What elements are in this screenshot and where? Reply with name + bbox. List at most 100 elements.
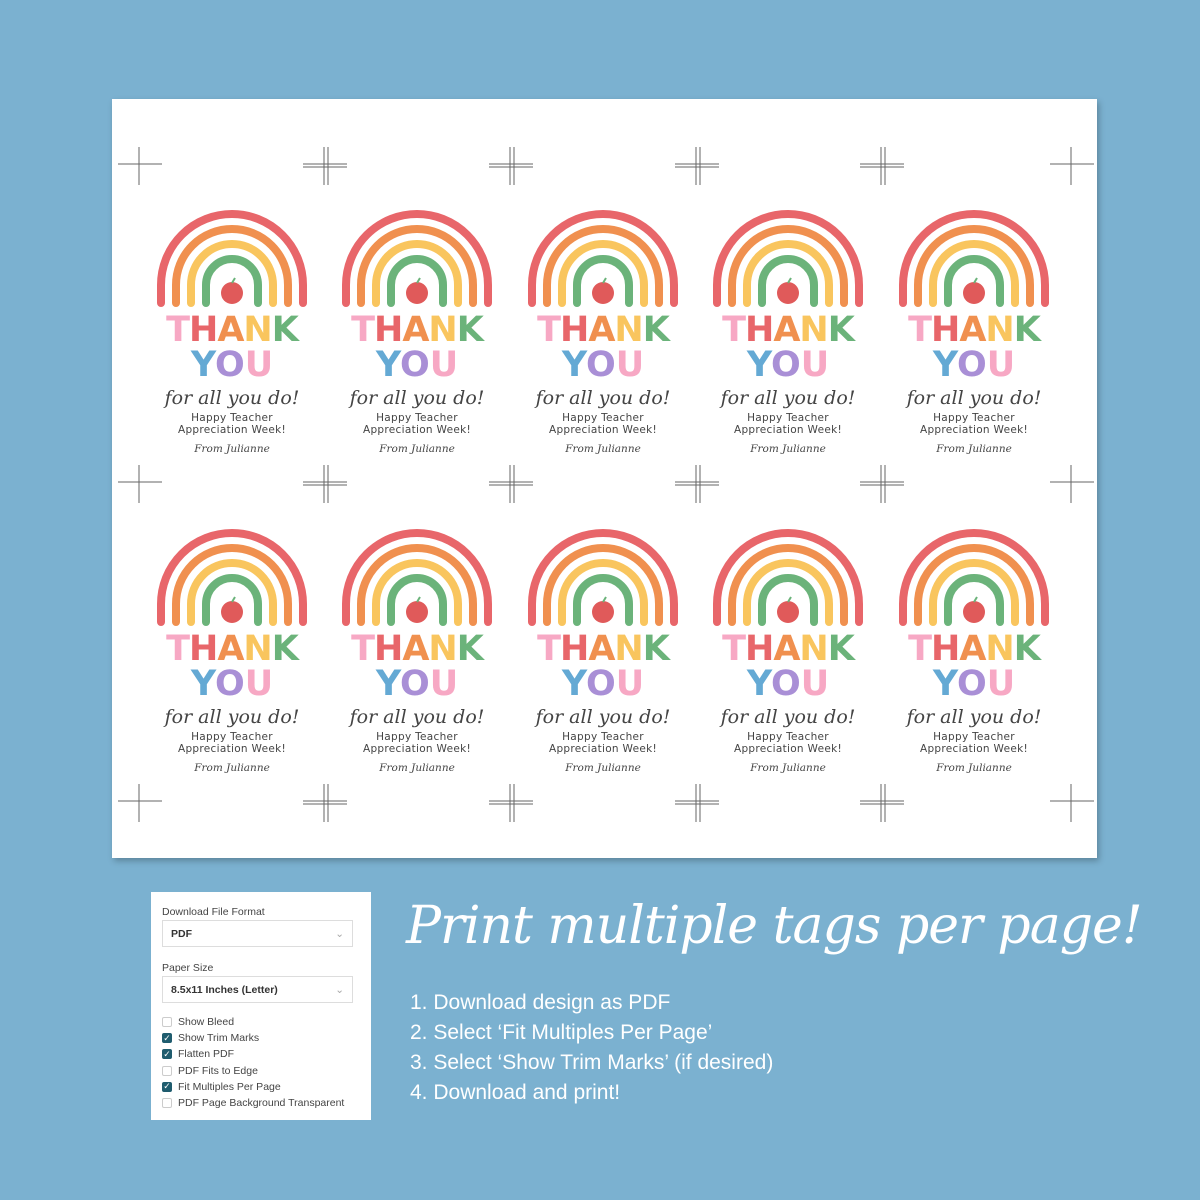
rainbow-arc	[528, 529, 678, 626]
paper-size-select[interactable]: 8.5x11 Inches (Letter) ⌄	[162, 976, 353, 1003]
you-letter: O	[956, 345, 987, 385]
thank-letter: T	[908, 310, 932, 350]
apple-leaf	[231, 277, 236, 284]
apple-icon	[592, 282, 614, 304]
tag-line3: Appreciation Week!	[548, 424, 657, 436]
checkbox-option[interactable]: PDF Fits to Edge	[162, 1064, 258, 1078]
checkbox-option[interactable]: Show Bleed	[162, 1015, 234, 1029]
thank-letter: N	[243, 629, 272, 669]
tag-rainbow	[157, 529, 307, 626]
rainbow-arc	[558, 559, 648, 626]
you-letter: U	[429, 345, 459, 385]
apple-icon	[221, 601, 243, 623]
you-word: YOU	[147, 667, 317, 702]
you-word: YOU	[518, 348, 688, 383]
tag-line2: Happy Teacher	[747, 731, 829, 743]
you-letter: U	[244, 664, 274, 704]
checkbox-option[interactable]: ✓ Fit Multiples Per Page	[162, 1080, 281, 1094]
thank-letter: A	[773, 629, 800, 669]
tag-line2: Happy Teacher	[191, 412, 273, 424]
thank-letter: H	[931, 310, 960, 350]
tag-line2: Happy Teacher	[562, 731, 644, 743]
format-select[interactable]: PDF ⌄	[162, 920, 353, 947]
rainbow-arc	[743, 240, 833, 307]
tag-rainbow	[342, 529, 492, 626]
rainbow-arc	[573, 255, 633, 307]
checkbox-option[interactable]: ✓ Flatten PDF	[162, 1047, 234, 1061]
rainbow-arc	[342, 529, 492, 626]
you-letter: O	[585, 664, 616, 704]
tag-text: THANK YOU for all you do! Happy Teacher Appr…	[332, 310, 502, 456]
thank-letter: H	[189, 629, 218, 669]
rainbow-arc	[914, 225, 1034, 307]
thank-letter: N	[799, 310, 828, 350]
tag-line3: Appreciation Week!	[919, 424, 1028, 436]
tag-rainbow	[528, 529, 678, 626]
tag-line1: for all you do!	[535, 706, 671, 728]
thank-letter: T	[351, 310, 375, 350]
tag-line3: Appreciation Week!	[177, 743, 286, 755]
checkbox-checked-icon[interactable]: ✓	[162, 1048, 172, 1060]
checkbox-empty-icon[interactable]	[162, 1065, 172, 1076]
rainbow-arc	[157, 529, 307, 626]
thank-word: THANK	[332, 632, 502, 667]
thank-letter: A	[217, 629, 244, 669]
apple-leaf	[602, 277, 607, 284]
tag-text: THANK YOU for all you do! Happy Teacher Appr…	[147, 629, 317, 775]
rainbow-arc	[728, 225, 848, 307]
thank-letter: H	[374, 629, 403, 669]
thank-letter: A	[402, 629, 429, 669]
rainbow-arc	[713, 529, 863, 626]
apple-icon	[406, 282, 428, 304]
trim-marks-and-rainbows	[118, 147, 1094, 822]
trim-mark	[118, 147, 162, 185]
you-word: YOU	[889, 667, 1059, 702]
tag-text: THANK YOU for all you do! Happy Teacher Appr…	[703, 632, 873, 775]
tag-line1: for all you do!	[164, 706, 300, 728]
tag-line1: for all you do!	[535, 387, 671, 409]
apple-leaf	[602, 596, 607, 603]
checkbox-option[interactable]: PDF Page Background Transparent	[162, 1096, 344, 1110]
thank-letter: A	[959, 629, 986, 669]
thank-letter: T	[537, 310, 561, 350]
thank-letter: K	[456, 310, 484, 350]
thank-letter: H	[745, 629, 774, 669]
step-2: 2. Select ‘Fit Multiples Per Page’	[410, 1021, 713, 1044]
rainbow-arc	[528, 210, 678, 307]
checkbox-checked-icon[interactable]: ✓	[162, 1081, 172, 1092]
you-letter: Y	[190, 664, 215, 704]
thank-word: THANK	[889, 313, 1059, 348]
trim-mark	[303, 147, 347, 185]
tag-rainbow	[899, 210, 1049, 307]
thank-letter: K	[271, 629, 299, 669]
you-letter: Y	[190, 345, 215, 385]
trim-mark	[1050, 784, 1094, 822]
you-letter: U	[615, 345, 645, 385]
checkbox-empty-icon[interactable]	[162, 1098, 172, 1108]
tag-signature: From Julianne	[194, 762, 270, 774]
apple-icon	[777, 282, 799, 304]
tag-line2: Happy Teacher	[933, 412, 1015, 424]
you-letter: O	[585, 345, 616, 385]
tag-line2: Happy Teacher	[376, 731, 458, 743]
checkbox-option[interactable]: ✓ Show Trim Marks	[162, 1031, 259, 1045]
rainbow-arc	[187, 240, 277, 307]
trim-mark	[303, 784, 347, 822]
tag-text: THANK YOU for all you do! Happy Teacher Appr…	[147, 310, 317, 456]
thank-word: THANK	[703, 632, 873, 667]
checkbox-empty-icon[interactable]	[162, 1017, 172, 1027]
thank-letter: H	[560, 629, 589, 669]
paper-size-value: 8.5x11 Inches (Letter)	[171, 984, 278, 996]
you-word: YOU	[518, 667, 688, 702]
trim-mark	[489, 147, 533, 185]
thank-letter: N	[614, 310, 643, 350]
rainbow-arc	[202, 574, 262, 626]
tag-line3: Appreciation Week!	[733, 743, 842, 755]
thank-letter: T	[166, 629, 190, 669]
thank-word: THANK	[703, 313, 873, 348]
trim-mark	[1050, 465, 1094, 503]
checkbox-checked-icon[interactable]: ✓	[162, 1032, 172, 1044]
thank-letter: T	[166, 310, 190, 350]
you-letter: Y	[932, 664, 957, 704]
tag-line1: for all you do!	[349, 706, 485, 728]
